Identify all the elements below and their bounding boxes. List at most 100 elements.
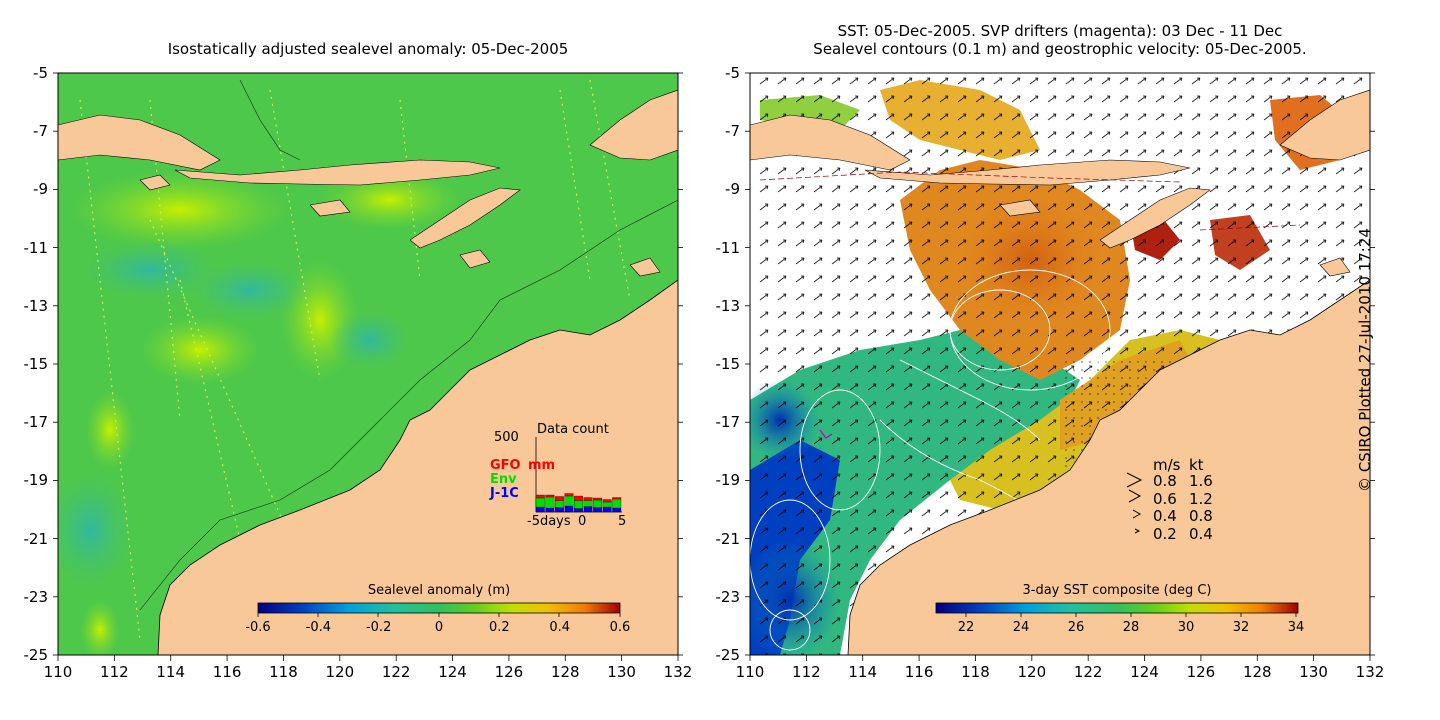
inset-bar-j1 bbox=[574, 508, 583, 513]
lon-tick-label: 120 bbox=[325, 663, 355, 681]
right-colorbar-label: 3-day SST composite (deg C) bbox=[1022, 583, 1212, 598]
lat-tick-label: -11 bbox=[715, 238, 741, 257]
lon-tick-label: 126 bbox=[1186, 663, 1216, 681]
lon-tick-label: 126 bbox=[494, 663, 524, 681]
lat-tick-label: -21 bbox=[23, 529, 49, 548]
lon-tick-label: 128 bbox=[1242, 663, 1272, 681]
australia-landmass bbox=[157, 279, 678, 655]
svp-drifter-track bbox=[819, 429, 833, 439]
inset-bar-j1 bbox=[612, 507, 622, 513]
inset-bar-gfo bbox=[602, 499, 612, 503]
lat-tick-label: -7 bbox=[725, 122, 740, 141]
right-map bbox=[750, 73, 1370, 655]
lat-tick-label: -5 bbox=[33, 64, 48, 82]
lat-tick-label: -9 bbox=[33, 180, 48, 199]
lon-tick-label: 120 bbox=[1017, 663, 1047, 681]
lat-tick-label: -17 bbox=[23, 413, 49, 432]
lon-tick-label: 110 bbox=[43, 663, 73, 681]
inset-legend-mm: mm bbox=[528, 458, 556, 473]
right-colorbar-tick-label: 32 bbox=[1232, 620, 1250, 635]
inset-bar-env bbox=[545, 496, 555, 509]
lat-tick-label: -17 bbox=[715, 413, 741, 432]
credit-text: © CSIRO Plotted 27-Jul-2010 17:24 bbox=[1356, 228, 1374, 492]
left-colorbar-tick-label: 0.2 bbox=[488, 620, 510, 635]
left-colorbar bbox=[257, 602, 621, 614]
left-colorbar-ticks bbox=[257, 613, 621, 617]
left-map bbox=[58, 73, 678, 655]
right-colorbar-tick-label: 22 bbox=[957, 620, 975, 635]
lon-tick-label: 130 bbox=[607, 663, 636, 681]
left-colorbar-tick-label: 0.4 bbox=[549, 620, 570, 635]
velocity-row-ms: 0.8 bbox=[1153, 472, 1177, 490]
left-colorbar-tick-label: -0.2 bbox=[365, 620, 392, 635]
right-colorbar-tick-label: 26 bbox=[1067, 620, 1085, 635]
lat-tick-label: -9 bbox=[725, 180, 740, 199]
inset-bar-j1 bbox=[583, 506, 593, 513]
lat-tick-label: -21 bbox=[715, 529, 741, 548]
inset-bar-gfo bbox=[593, 497, 603, 501]
right-colorbar-ticks bbox=[965, 613, 1297, 617]
lon-tick-label: 114 bbox=[156, 663, 186, 681]
lat-tick-label: -19 bbox=[23, 471, 49, 490]
lat-tick-label: -13 bbox=[715, 296, 741, 315]
lat-tick-label: -23 bbox=[715, 587, 741, 606]
lat-tick-label: -5 bbox=[725, 64, 740, 82]
velocity-row-kt: 0.4 bbox=[1189, 524, 1213, 543]
inset-xtick-zero: 0 bbox=[578, 514, 587, 529]
lat-tick-label: -25 bbox=[715, 646, 741, 664]
lat-tick-label: -15 bbox=[715, 355, 741, 373]
inset-bar-env bbox=[583, 500, 593, 507]
lon-tick-label: 112 bbox=[792, 663, 821, 681]
right-panel-title-line1: SST: 05-Dec-2005. SVP drifters (magenta)… bbox=[837, 22, 1283, 40]
inset-legend-j1c: J-1C bbox=[490, 486, 519, 501]
inset-title: Data count bbox=[537, 422, 609, 437]
inset-bar-env bbox=[574, 500, 583, 509]
velocity-row-kt: 1.2 bbox=[1189, 489, 1213, 508]
axis-ticks bbox=[53, 72, 1375, 661]
velocity-legend-arrows bbox=[1126, 472, 1143, 534]
velocity-header-ms: m/s bbox=[1153, 456, 1181, 474]
velocity-row-ms: 0.6 bbox=[1153, 489, 1177, 508]
lon-tick-label: 122 bbox=[1073, 663, 1103, 681]
lon-tick-label: 118 bbox=[961, 663, 990, 681]
inset-bar-gfo bbox=[583, 497, 593, 501]
velocity-row-kt: 0.8 bbox=[1189, 507, 1213, 525]
lon-tick-label: 130 bbox=[1299, 663, 1328, 681]
lon-tick-label: 128 bbox=[550, 663, 580, 681]
inset-xtick-end: 5 bbox=[618, 514, 627, 529]
lon-tick-label: 110 bbox=[735, 663, 765, 681]
lat-tick-label: -11 bbox=[23, 238, 49, 257]
lon-tick-label: 114 bbox=[848, 663, 878, 681]
inset-bar-j1 bbox=[545, 507, 555, 513]
inset-legend-env: Env bbox=[490, 472, 517, 487]
inset-bar-j1 bbox=[593, 507, 603, 513]
lat-tick-label: -13 bbox=[23, 296, 49, 315]
left-panel-title: Isostatically adjusted sealevel anomaly:… bbox=[167, 40, 569, 58]
inset-bar-j1 bbox=[602, 506, 612, 513]
velocity-header-kt: kt bbox=[1189, 456, 1204, 474]
inset-bar-env bbox=[554, 500, 564, 508]
lat-tick-label: -19 bbox=[715, 471, 741, 490]
inset-bar-gfo bbox=[554, 496, 564, 501]
inset-bar-env bbox=[564, 495, 574, 507]
inset-bar-j1 bbox=[554, 507, 564, 513]
right-colorbar-tick-label: 30 bbox=[1177, 620, 1195, 635]
lon-tick-label: 132 bbox=[1355, 663, 1385, 681]
inset-bar-gfo bbox=[612, 497, 622, 500]
lon-tick-label: 118 bbox=[269, 663, 298, 681]
lon-tick-label: 116 bbox=[904, 663, 934, 681]
left-colorbar-label: Sealevel anomaly (m) bbox=[367, 583, 511, 598]
inset-bar-j1 bbox=[564, 505, 574, 513]
left-colorbar-tick-label: -0.4 bbox=[305, 620, 332, 635]
data-count-inset bbox=[535, 437, 622, 513]
velocity-row-kt: 1.6 bbox=[1189, 472, 1213, 490]
inset-bar-env bbox=[612, 498, 622, 509]
lon-tick-label: 132 bbox=[663, 663, 693, 681]
inset-legend-gfo: GFO bbox=[490, 458, 521, 473]
inset-ymax: 500 bbox=[494, 430, 519, 445]
lat-tick-label: -25 bbox=[23, 646, 49, 664]
velocity-row-ms: 0.4 bbox=[1153, 507, 1177, 525]
right-colorbar-tick-label: 28 bbox=[1122, 620, 1140, 635]
lat-tick-label: -23 bbox=[23, 587, 49, 606]
